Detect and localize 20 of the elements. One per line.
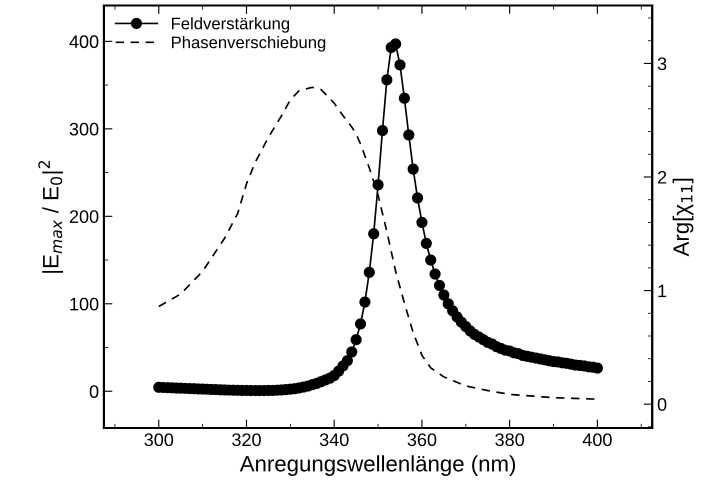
x-tick-label: 360 — [408, 433, 436, 446]
y-tick-label: 300 — [70, 122, 98, 136]
x-tick-label: 380 — [495, 433, 524, 446]
y2-tick-label: 3 — [658, 57, 666, 70]
y-tick-label: 100 — [70, 298, 98, 311]
x-tick-label: 300 — [144, 433, 174, 446]
y-tick-label: 400 — [69, 35, 98, 48]
legend-label: Feldverstärkung — [172, 17, 290, 33]
x-tick-label: 340 — [320, 433, 349, 446]
y-tick-label: 0 — [90, 385, 98, 398]
y-axis-title: |E$_{max}$ / E$_{0}$|$^{2}$ — [38, 161, 64, 273]
y2-axis-title: Arg[χ$_{11}$] — [672, 178, 694, 256]
y-tick-label: 200 — [70, 210, 98, 224]
x-tick-label: 400 — [582, 433, 612, 446]
y2-tick-label: 2 — [658, 170, 666, 184]
legend-label: Phasenverschiebung — [172, 36, 326, 52]
y2-tick-label: 0 — [658, 398, 666, 411]
x-tick-label: 320 — [232, 433, 261, 446]
x-axis-title: Anregungswellenlänge (nm) — [240, 455, 516, 476]
y2-tick-label: 1 — [658, 284, 666, 298]
